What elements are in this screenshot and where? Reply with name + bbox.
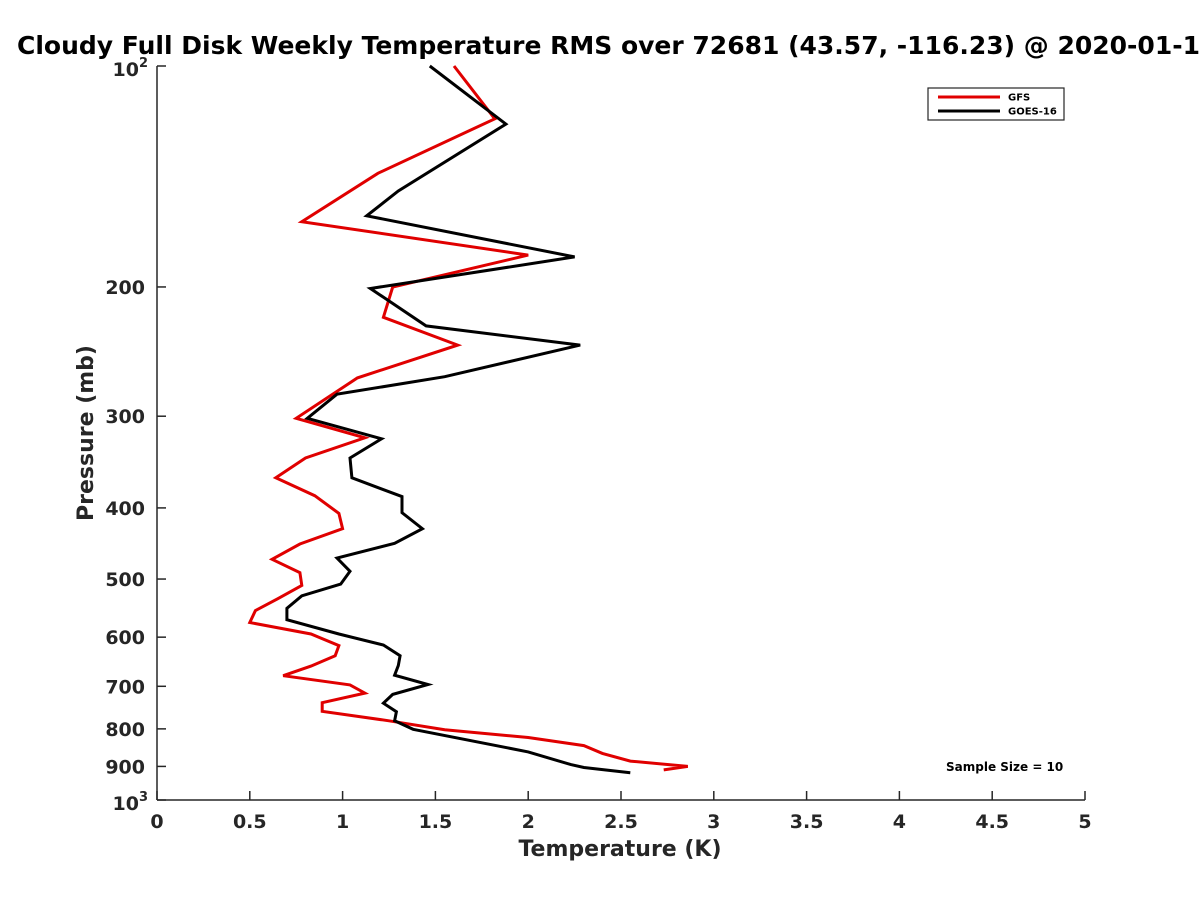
y-tick-label: 600 — [105, 627, 145, 649]
legend-box — [927, 87, 1065, 121]
y-tick-label: 103 — [113, 790, 149, 815]
sample-size-annotation: Sample Size = 10 — [946, 760, 1063, 774]
series-line-gfs — [247, 65, 689, 772]
x-tick-label: 4.5 — [975, 811, 1009, 833]
x-tick-label: 3.5 — [790, 811, 824, 833]
x-tick-label: 2 — [522, 811, 535, 833]
x-axis-ticks: 0 0.5 1 1.5 2 2.5 3 3.5 4 4.5 5 — [150, 791, 1092, 833]
x-tick-label: 4 — [893, 811, 906, 833]
series-line-goes-16 — [285, 64, 631, 775]
x-axis-label: Temperature (K) — [518, 837, 721, 862]
legend: GFS GOES-16 — [927, 87, 1065, 121]
y-axis-label: Pressure (mb) — [74, 345, 99, 521]
x-tick-label: 5 — [1078, 811, 1091, 833]
x-tick-label: 3 — [707, 811, 720, 833]
y-tick-label: 800 — [105, 719, 145, 741]
y-tick-label: 700 — [105, 676, 145, 698]
y-tick-label: 200 — [105, 277, 145, 299]
plot-axes — [156, 66, 1085, 801]
legend-label: GOES-16 — [1008, 107, 1057, 118]
series-layer — [247, 64, 689, 775]
y-axis-ticks: 102 200 300 400 500 600 700 800 900 103 — [105, 56, 166, 815]
x-tick-label: 1.5 — [419, 811, 453, 833]
y-tick-label: 900 — [105, 756, 145, 778]
y-tick-label: 300 — [105, 406, 145, 428]
x-tick-label: 1 — [336, 811, 349, 833]
y-tick-label: 500 — [105, 569, 145, 591]
x-tick-label: 2.5 — [604, 811, 638, 833]
chart-title: Cloudy Full Disk Weekly Temperature RMS … — [17, 31, 1200, 60]
x-tick-label: 0.5 — [233, 811, 267, 833]
x-tick-label: 0 — [150, 811, 163, 833]
legend-label: GFS — [1008, 93, 1030, 104]
y-tick-label: 102 — [113, 56, 149, 81]
y-tick-label: 400 — [105, 498, 145, 520]
